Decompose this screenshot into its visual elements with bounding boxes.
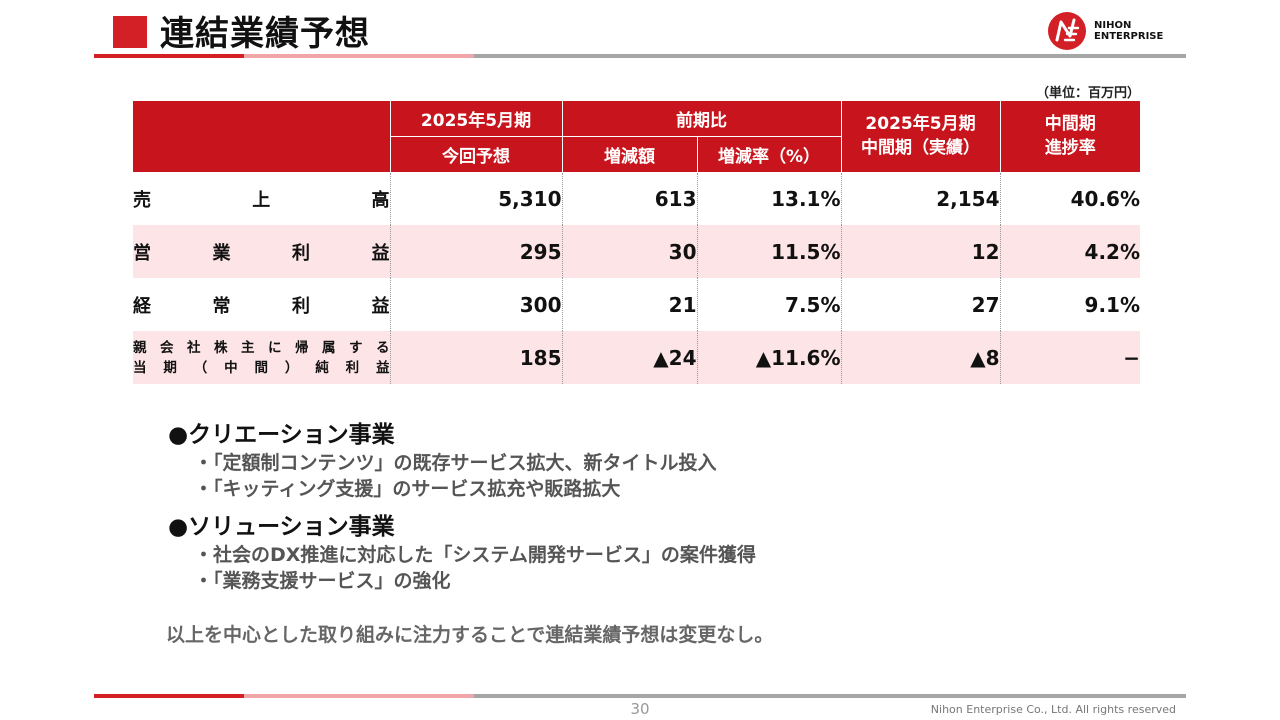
header-divider bbox=[94, 54, 1186, 58]
header-progress-line1: 中間期 bbox=[1044, 114, 1096, 135]
header-forecast: 今回予想 bbox=[390, 136, 563, 173]
cell-change: 21 bbox=[561, 278, 697, 331]
cell-rate: 11.5% bbox=[696, 225, 841, 278]
label-char: 株 bbox=[214, 339, 228, 356]
label-char: 社 bbox=[187, 339, 201, 356]
cell-change: ▲24 bbox=[561, 331, 697, 384]
row-label-sales: 売 上 高 bbox=[133, 189, 390, 211]
cell-interim: ▲8 bbox=[840, 331, 1000, 384]
header-progress-line2: 進捗率 bbox=[1044, 138, 1096, 159]
cell-interim: 2,154 bbox=[840, 172, 1000, 225]
header-progress: 中間期 進捗率 bbox=[1000, 101, 1140, 173]
header-interim-line1: 2025年5月期 bbox=[865, 114, 976, 135]
label-char: 当 bbox=[133, 359, 147, 376]
logo-mark bbox=[1048, 12, 1086, 50]
list-item: ・「業務支援サービス」の強化 bbox=[194, 570, 451, 592]
business-sections: ●クリエーション事業 ・「定額制コンテンツ」の既存サービス拡大、新タイトル投入 … bbox=[168, 420, 1068, 594]
label-char: （ bbox=[193, 359, 208, 376]
list-item: ・「定額制コンテンツ」の既存サービス拡大、新タイトル投入 bbox=[194, 452, 717, 474]
table-row: 経 常 利 益 300 21 7.5% 27 9.1% bbox=[133, 278, 1140, 331]
title-marker bbox=[113, 16, 147, 48]
cell-rate: 13.1% bbox=[696, 172, 841, 225]
cell-progress: − bbox=[999, 331, 1140, 384]
conclusion-text: 以上を中心とした取り組みに注力することで連結業績予想は変更なし。 bbox=[166, 624, 774, 646]
row-label-ordinary-profit: 経 常 利 益 bbox=[133, 295, 390, 317]
footer-divider bbox=[94, 694, 1186, 698]
cell-forecast: 300 bbox=[389, 278, 562, 331]
page-title: 連結業績予想 bbox=[160, 14, 370, 54]
net-income-label-line1: 親会社株主に帰属する bbox=[133, 338, 390, 358]
label-char: ） bbox=[284, 359, 299, 376]
cell-forecast: 295 bbox=[389, 225, 562, 278]
row-label-net-income: 親会社株主に帰属する 当期 （ 中間 ） 純利益 bbox=[133, 331, 390, 384]
cell-progress: 4.2% bbox=[999, 225, 1140, 278]
page-number: 30 bbox=[630, 700, 650, 718]
label-char: 会 bbox=[160, 339, 174, 356]
cell-forecast: 5,310 bbox=[389, 172, 562, 225]
net-income-label-line2: 当期 （ 中間 ） 純利益 bbox=[133, 358, 390, 378]
cell-change: 30 bbox=[561, 225, 697, 278]
header-fy: 2025年5月期 bbox=[390, 101, 563, 137]
label-char: 純 bbox=[315, 359, 329, 376]
row-label-operating-profit: 営 業 利 益 bbox=[133, 225, 390, 278]
company-logo: NIHON ENTERPRISE bbox=[1048, 12, 1178, 50]
label-char: 間 bbox=[254, 359, 269, 376]
cell-forecast: 185 bbox=[389, 331, 562, 384]
logo-line2: ENTERPRISE bbox=[1094, 31, 1164, 42]
header-blank bbox=[133, 101, 391, 173]
logo-line1: NIHON bbox=[1094, 20, 1132, 31]
header-interim-line2: 中間期（実績） bbox=[861, 138, 980, 159]
header-change: 増減額 bbox=[562, 136, 698, 173]
label-char: 主 bbox=[241, 339, 255, 356]
label-char: 益 bbox=[376, 359, 390, 376]
label-char: 中 bbox=[224, 359, 238, 376]
label-char: 帰 bbox=[295, 339, 309, 356]
label-char: 期 bbox=[163, 359, 177, 376]
forecast-table: 2025年5月期 前期比 2025年5月期 中間期（実績） 中間期 進捗率 今回… bbox=[133, 101, 1140, 384]
label-char: 利 bbox=[345, 359, 360, 376]
label-char: す bbox=[349, 339, 363, 356]
section-title-solution: ●ソリューション事業 bbox=[168, 514, 395, 540]
list-item: ・「キッティング支援」のサービス拡充や販路拡大 bbox=[194, 478, 621, 500]
list-item: ・社会のDX推進に対応した「システム開発サービス」の案件獲得 bbox=[194, 544, 756, 566]
label-char: 属 bbox=[322, 339, 336, 356]
header-yoy: 前期比 bbox=[562, 101, 842, 137]
cell-progress: 40.6% bbox=[999, 172, 1140, 225]
cell-interim: 27 bbox=[840, 278, 1000, 331]
table-row: 営 業 利 益 295 30 11.5% 12 4.2% bbox=[133, 225, 1140, 278]
header-rate: 増減率（%） bbox=[697, 136, 842, 173]
table-row: 親会社株主に帰属する 当期 （ 中間 ） 純利益 185 ▲24 ▲11.6% ▲8 − bbox=[133, 331, 1140, 384]
label-char: に bbox=[268, 339, 282, 356]
logo-text: NIHON ENTERPRISE bbox=[1094, 20, 1163, 42]
cell-interim: 12 bbox=[840, 225, 1000, 278]
copyright-text: Nihon Enterprise Co., Ltd. All rights re… bbox=[930, 703, 1176, 716]
label-char: る bbox=[376, 339, 390, 356]
cell-rate: 7.5% bbox=[696, 278, 841, 331]
unit-label: （単位：百万円） bbox=[1035, 86, 1140, 101]
section-title-creation: ●クリエーション事業 bbox=[168, 422, 395, 448]
label-char: 親 bbox=[133, 339, 147, 356]
cell-progress: 9.1% bbox=[999, 278, 1140, 331]
table-row: 売 上 高 5,310 613 13.1% 2,154 40.6% bbox=[133, 172, 1140, 225]
cell-rate: ▲11.6% bbox=[696, 331, 841, 384]
header-interim: 2025年5月期 中間期（実績） bbox=[841, 101, 1001, 173]
cell-change: 613 bbox=[561, 172, 697, 225]
